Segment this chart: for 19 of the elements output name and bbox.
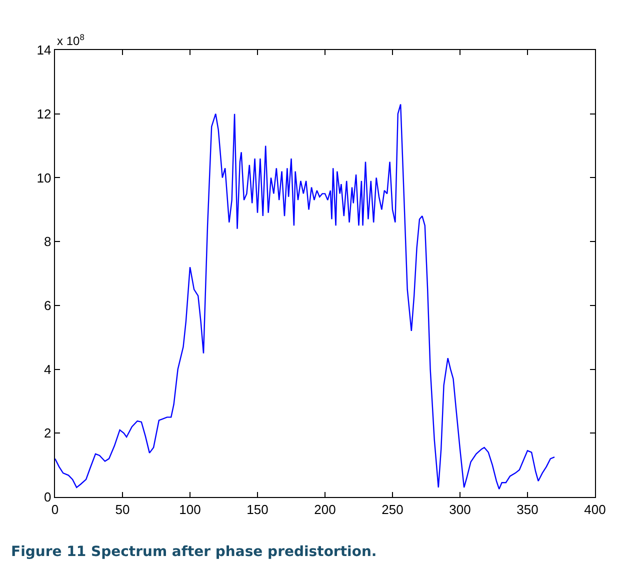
x-tick-label: 250 bbox=[382, 502, 404, 517]
x-tick-label: 300 bbox=[449, 502, 471, 517]
x-tick-label: 50 bbox=[115, 502, 130, 517]
caption: Figure 11 Spectrum after phase predistortion. bbox=[11, 544, 377, 560]
x-tick-label: 200 bbox=[314, 502, 336, 517]
y-tick-label: 4 bbox=[44, 362, 52, 377]
x-tick-label: 400 bbox=[584, 502, 606, 517]
y-tick-label: 0 bbox=[44, 490, 52, 505]
y-tick-label: 8 bbox=[44, 234, 52, 250]
y-tick-label: 2 bbox=[44, 426, 52, 441]
x-tick-label: 150 bbox=[246, 502, 268, 517]
y-tick-label: 12 bbox=[36, 106, 52, 122]
y-tick-label: 6 bbox=[44, 298, 52, 313]
line-series bbox=[55, 104, 556, 490]
y-tick-label: 10 bbox=[36, 170, 52, 186]
x-tick-label: 350 bbox=[516, 502, 538, 517]
x-tick-label: 100 bbox=[179, 502, 201, 517]
y-tick-label: 14 bbox=[36, 42, 52, 58]
text: x 10$^{8}$ bbox=[57, 32, 85, 48]
